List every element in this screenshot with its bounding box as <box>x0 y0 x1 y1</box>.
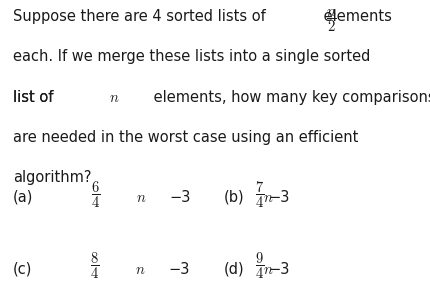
Text: (d): (d) <box>224 262 244 277</box>
Text: elements: elements <box>318 9 391 24</box>
Text: (a): (a) <box>13 190 33 205</box>
Text: −3: −3 <box>169 190 190 205</box>
Text: (c): (c) <box>13 262 32 277</box>
Text: are needed in the worst case using an efficient: are needed in the worst case using an ef… <box>13 130 357 145</box>
Text: $n$: $n$ <box>262 262 273 277</box>
Text: −3: −3 <box>267 190 289 205</box>
Text: list of: list of <box>13 90 58 105</box>
Text: Suppose there are 4 sorted lists of: Suppose there are 4 sorted lists of <box>13 9 270 24</box>
Text: $\dfrac{6}{4}$: $\dfrac{6}{4}$ <box>91 179 100 210</box>
Text: $n$: $n$ <box>262 190 273 205</box>
Text: $n$: $n$ <box>135 262 145 277</box>
Text: elements, how many key comparisons: elements, how many key comparisons <box>148 90 430 105</box>
Text: −3: −3 <box>267 262 289 277</box>
Text: list of: list of <box>13 90 58 105</box>
Text: $n$: $n$ <box>109 90 119 105</box>
Text: $n$: $n$ <box>135 190 146 205</box>
Text: $\dfrac{9}{4}$: $\dfrac{9}{4}$ <box>254 251 263 281</box>
Text: (b): (b) <box>224 190 244 205</box>
Text: −3: −3 <box>169 262 190 277</box>
Text: $\dfrac{n}{2}$: $\dfrac{n}{2}$ <box>325 7 335 34</box>
Text: algorithm?: algorithm? <box>13 170 91 185</box>
Text: $\dfrac{7}{4}$: $\dfrac{7}{4}$ <box>254 179 263 210</box>
Text: each. If we merge these lists into a single sorted: each. If we merge these lists into a sin… <box>13 49 369 64</box>
Text: $\dfrac{8}{4}$: $\dfrac{8}{4}$ <box>89 251 99 281</box>
